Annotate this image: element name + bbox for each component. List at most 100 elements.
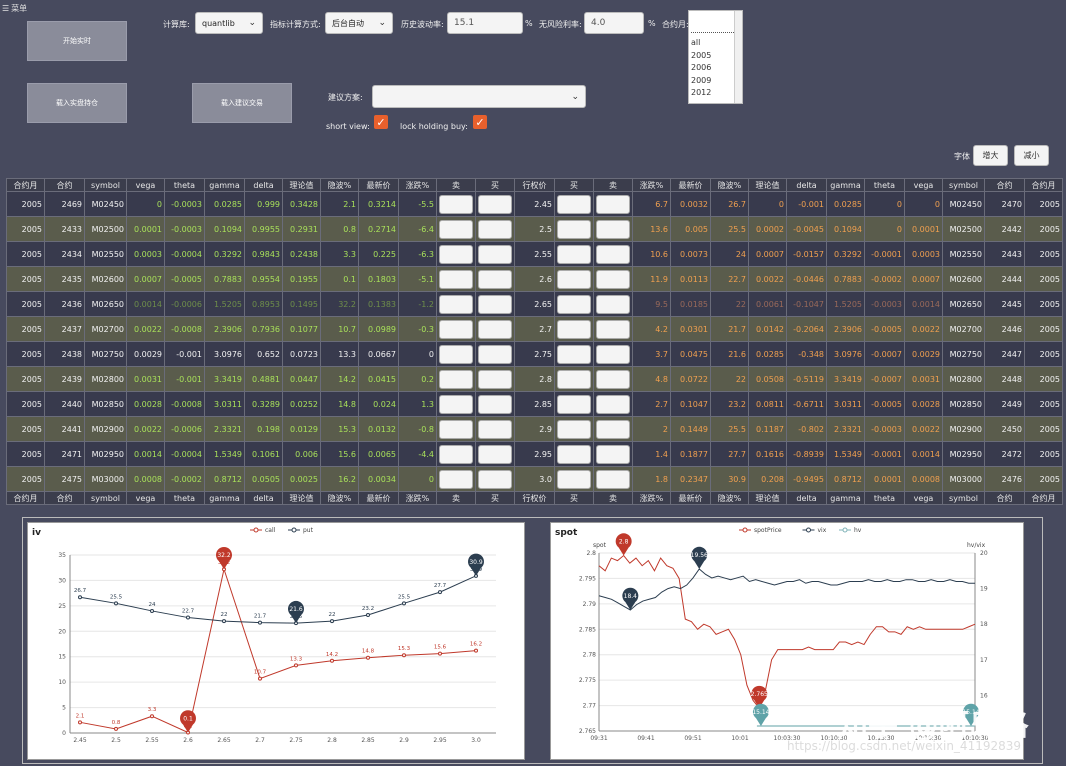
table-row[interactable]: 2005 2433 M02500 0.0001 -0.0003 0.1094 0.9955 0… <box>6 216 1063 242</box>
font-bigger-button[interactable]: 增大 <box>973 145 1008 166</box>
order-input[interactable] <box>596 419 630 439</box>
column-header[interactable]: 买 <box>554 178 594 192</box>
table-cell[interactable] <box>554 266 594 292</box>
column-header[interactable]: 合约 <box>44 178 85 192</box>
menu-bar[interactable]: ☰ 菜单 <box>2 3 27 14</box>
column-header[interactable]: 隐波% <box>710 178 749 192</box>
column-header[interactable]: 涨跌% <box>632 178 671 192</box>
order-input[interactable] <box>439 269 473 289</box>
order-input[interactable] <box>478 419 512 439</box>
table-cell[interactable] <box>554 291 594 317</box>
table-cell[interactable] <box>593 466 633 492</box>
table-cell[interactable] <box>593 416 633 442</box>
listbox-scrollbar[interactable] <box>734 11 742 103</box>
column-header[interactable]: 理论值 <box>748 491 787 505</box>
column-header[interactable]: 隐波% <box>320 491 359 505</box>
table-row[interactable]: 2005 2439 M02800 0.0031 -0.001 3.3419 0.4881 0.… <box>6 366 1063 392</box>
table-cell[interactable] <box>475 441 515 467</box>
table-cell[interactable] <box>593 341 633 367</box>
column-header[interactable]: 卖 <box>593 178 633 192</box>
order-input[interactable] <box>557 419 591 439</box>
table-row[interactable]: 2005 2441 M02900 0.0022 -0.0006 2.3321 0.198 0.… <box>6 416 1063 442</box>
table-cell[interactable] <box>554 216 594 242</box>
order-input[interactable] <box>478 244 512 264</box>
table-cell[interactable] <box>593 291 633 317</box>
risk-free-input[interactable]: 4.0 <box>584 12 644 34</box>
table-cell[interactable] <box>436 416 476 442</box>
column-header[interactable]: 买 <box>475 178 515 192</box>
order-input[interactable] <box>557 269 591 289</box>
column-header[interactable]: 卖 <box>436 491 476 505</box>
column-header[interactable]: symbol <box>84 178 127 192</box>
column-header[interactable]: vega <box>904 178 943 192</box>
indicator-mode-select[interactable]: 后台自动 ⌄ <box>325 12 393 34</box>
calc-lib-select[interactable]: quantlib ⌄ <box>195 12 263 34</box>
table-cell[interactable] <box>554 316 594 342</box>
table-cell[interactable] <box>436 216 476 242</box>
table-row[interactable]: 2005 2469 M02450 0 -0.0003 0.0285 0.999 0.3428 2… <box>6 191 1063 217</box>
table-cell[interactable] <box>436 266 476 292</box>
order-input[interactable] <box>596 369 630 389</box>
table-cell[interactable] <box>554 441 594 467</box>
order-input[interactable] <box>439 244 473 264</box>
column-header[interactable]: vega <box>904 491 943 505</box>
load-holdings-button[interactable]: 载入实盘持仓 <box>27 83 127 123</box>
order-input[interactable] <box>478 444 512 464</box>
listbox-option[interactable]: 2009 <box>691 75 712 85</box>
column-header[interactable]: 合约月 <box>1024 491 1063 505</box>
hist-vol-input[interactable]: 15.1 <box>447 12 523 34</box>
order-input[interactable] <box>478 469 512 489</box>
column-header[interactable]: 最新价 <box>358 491 399 505</box>
column-header[interactable]: 合约月 <box>6 491 45 505</box>
order-input[interactable] <box>439 319 473 339</box>
order-input[interactable] <box>439 369 473 389</box>
order-input[interactable] <box>478 194 512 214</box>
column-header[interactable]: 隐波% <box>320 178 359 192</box>
column-header[interactable]: symbol <box>84 491 127 505</box>
font-smaller-button[interactable]: 减小 <box>1014 145 1049 166</box>
order-input[interactable] <box>478 369 512 389</box>
table-cell[interactable] <box>475 266 515 292</box>
column-header[interactable]: gamma <box>826 178 865 192</box>
order-input[interactable] <box>478 294 512 314</box>
table-cell[interactable] <box>554 466 594 492</box>
column-header[interactable]: 涨跌% <box>398 491 437 505</box>
short-view-checkbox[interactable]: ✓ <box>374 115 388 129</box>
order-input[interactable] <box>596 294 630 314</box>
table-cell[interactable] <box>475 391 515 417</box>
table-cell[interactable] <box>554 366 594 392</box>
table-cell[interactable] <box>593 366 633 392</box>
table-cell[interactable] <box>475 191 515 217</box>
load-suggest-trades-button[interactable]: 载入建议交易 <box>192 83 292 123</box>
contract-month-listbox[interactable]: all 2005 2006 2009 2012 <box>688 10 743 104</box>
order-input[interactable] <box>596 444 630 464</box>
column-header[interactable]: gamma <box>204 491 245 505</box>
listbox-option[interactable]: 2012 <box>691 88 712 97</box>
table-row[interactable]: 2005 2435 M02600 0.0007 -0.0005 0.7883 0.9554 0… <box>6 266 1063 292</box>
table-cell[interactable] <box>593 316 633 342</box>
column-header[interactable]: 理论值 <box>282 178 321 192</box>
column-header[interactable]: theta <box>164 178 205 192</box>
order-input[interactable] <box>596 394 630 414</box>
table-cell[interactable] <box>436 341 476 367</box>
order-input[interactable] <box>439 469 473 489</box>
listbox-option[interactable]: 2005 <box>691 50 712 60</box>
table-cell[interactable] <box>593 216 633 242</box>
order-input[interactable] <box>478 269 512 289</box>
order-input[interactable] <box>557 469 591 489</box>
listbox-option[interactable]: all <box>691 38 701 47</box>
column-header[interactable]: theta <box>864 491 905 505</box>
order-input[interactable] <box>596 319 630 339</box>
table-cell[interactable] <box>554 191 594 217</box>
column-header[interactable]: theta <box>864 178 905 192</box>
table-row[interactable]: 2005 2438 M02750 0.0029 -0.001 3.0976 0.652 0.0… <box>6 341 1063 367</box>
order-input[interactable] <box>596 194 630 214</box>
order-input[interactable] <box>439 444 473 464</box>
table-row[interactable]: 2005 2475 M03000 0.0008 -0.0002 0.8712 0.0505 0… <box>6 466 1063 492</box>
listbox-blank-option[interactable] <box>691 15 740 33</box>
listbox-option[interactable]: 2006 <box>691 63 712 72</box>
table-row[interactable]: 2005 2437 M02700 0.0022 -0.0008 2.3906 0.7936 0… <box>6 316 1063 342</box>
column-header[interactable]: delta <box>786 178 827 192</box>
order-input[interactable] <box>439 419 473 439</box>
order-input[interactable] <box>596 269 630 289</box>
